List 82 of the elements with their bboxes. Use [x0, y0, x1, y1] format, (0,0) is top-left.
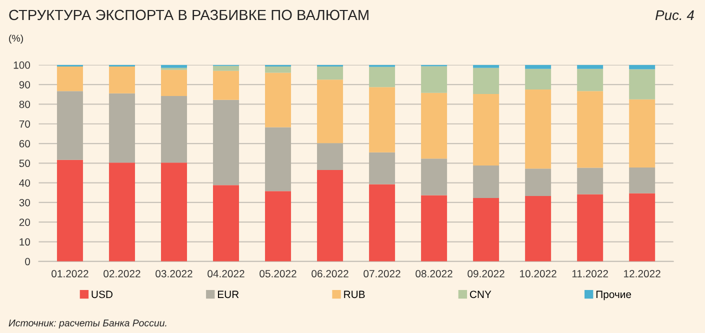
- x-tick-label: 10.2022: [520, 270, 556, 278]
- bar: [369, 152, 396, 184]
- bar: [525, 196, 552, 262]
- bar: [421, 158, 448, 196]
- bar: [213, 100, 240, 186]
- bar: [160, 162, 187, 262]
- bar: [525, 168, 552, 196]
- bar: [56, 160, 83, 262]
- y-tick-label: 100: [14, 61, 30, 69]
- legend-label: EUR: [218, 290, 239, 298]
- bar: [473, 166, 500, 198]
- bar: [421, 66, 448, 93]
- x-tick-label: 02.2022: [104, 270, 140, 278]
- legend-label: CNY: [470, 290, 492, 298]
- bar: [473, 94, 500, 166]
- y-tick-label: 90: [19, 81, 30, 88]
- bar: [56, 91, 83, 160]
- bar: [369, 87, 396, 152]
- bar: [369, 66, 396, 88]
- legend-label: USD: [92, 290, 112, 298]
- bar: [108, 66, 135, 94]
- bar: [108, 93, 135, 163]
- x-tick-label: 05.2022: [260, 270, 296, 278]
- bar: [629, 167, 656, 194]
- bar: [629, 99, 656, 168]
- bar: [213, 70, 240, 100]
- x-tick-label: 04.2022: [208, 270, 244, 278]
- bar: [577, 68, 604, 92]
- bar: [265, 127, 292, 192]
- legend-label: Прочие: [596, 290, 632, 300]
- bar: [577, 168, 604, 194]
- bar: [369, 184, 396, 262]
- x-tick-label: 11.2022: [572, 270, 608, 278]
- bar: [577, 194, 604, 262]
- y-tick-label: 70: [19, 120, 30, 128]
- bar: [629, 193, 656, 262]
- bar: [108, 162, 135, 262]
- chart-subtitle: (%): [9, 34, 23, 44]
- bar: [265, 191, 292, 262]
- bar: [160, 70, 187, 96]
- bar: [265, 72, 292, 128]
- x-tick-label: 06.2022: [312, 270, 348, 278]
- y-tick-label: 60: [19, 140, 30, 148]
- bar: [473, 64, 500, 68]
- chart-title: СТРУКТУРА ЭКСПОРТА В РАЗБИВКЕ ПО ВАЛЮТАМ: [9, 10, 368, 20]
- x-tick-label: 12.2022: [624, 270, 660, 278]
- bar: [317, 170, 344, 262]
- x-tick-label: 07.2022: [364, 270, 400, 278]
- bar: [525, 68, 552, 90]
- y-tick-label: 40: [19, 179, 30, 187]
- y-tick-label: 30: [19, 198, 30, 206]
- bar: [525, 89, 552, 169]
- bar: [473, 198, 500, 262]
- x-tick-label: 08.2022: [416, 270, 452, 278]
- y-tick-label: 10: [20, 238, 30, 246]
- bar: [56, 66, 83, 92]
- bar: [213, 185, 240, 262]
- text: Рис. 4: [655, 10, 694, 20]
- bar: [577, 91, 604, 168]
- y-tick-label: 0: [25, 258, 30, 266]
- bar: [317, 143, 344, 170]
- bar: [629, 69, 656, 100]
- bar: [629, 64, 656, 70]
- y-tick-label: 20: [19, 218, 30, 226]
- bar: [525, 64, 552, 69]
- bar: [160, 64, 187, 68]
- text: Источник: расчеты Банка России.: [8, 320, 166, 328]
- bar: [265, 66, 292, 73]
- x-tick-label: 01.2022: [52, 270, 88, 278]
- bar: [160, 96, 187, 163]
- bar: [421, 92, 448, 159]
- y-tick-label: 80: [19, 100, 30, 108]
- x-tick-label: 03.2022: [156, 270, 192, 278]
- bar: [421, 195, 448, 262]
- bar: [317, 66, 344, 80]
- y-tick-label: 50: [19, 160, 30, 168]
- legend-label: RUB: [344, 290, 365, 298]
- bar: [577, 64, 604, 69]
- bar: [213, 66, 240, 71]
- bar: [317, 80, 344, 144]
- x-tick-label: 09.2022: [468, 270, 504, 278]
- bar: [473, 68, 500, 94]
